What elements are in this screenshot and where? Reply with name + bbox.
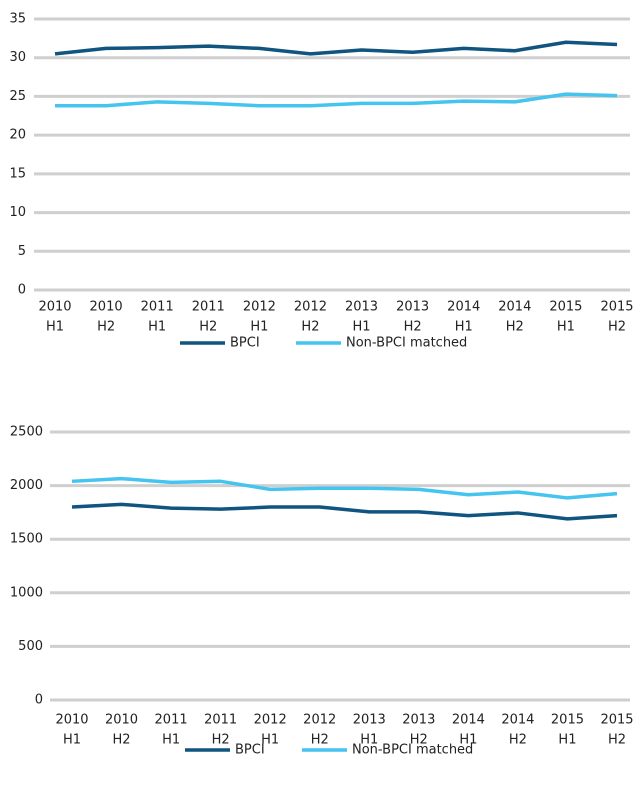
x-tick-label: H2 <box>113 733 131 748</box>
x-tick-label: 2015 <box>600 300 633 315</box>
x-tick-label: H1 <box>63 733 81 748</box>
y-tick-label: 25 <box>9 89 26 104</box>
x-tick-label: H1 <box>261 733 279 748</box>
x-tick-label: 2011 <box>155 713 188 728</box>
x-tick-label: H1 <box>360 733 378 748</box>
x-tick-label: H2 <box>506 320 524 335</box>
y-tick-label: 500 <box>18 639 43 654</box>
x-tick-label: H2 <box>311 733 329 748</box>
x-tick-label: 2014 <box>501 713 534 728</box>
x-tick-label: 2014 <box>452 713 485 728</box>
y-tick-label: 1500 <box>10 532 43 547</box>
x-tick-label: H1 <box>455 320 473 335</box>
x-tick-label: 2015 <box>551 713 584 728</box>
x-tick-label: H1 <box>162 733 180 748</box>
x-tick-label: 2013 <box>402 713 435 728</box>
x-tick-label: H2 <box>509 733 527 748</box>
x-tick-label: H2 <box>608 320 626 335</box>
x-tick-label: 2012 <box>303 713 336 728</box>
x-tick-label: H1 <box>459 733 477 748</box>
x-tick-label: 2015 <box>600 713 633 728</box>
x-tick-label: H1 <box>557 320 575 335</box>
x-tick-label: 2010 <box>90 300 123 315</box>
y-tick-label: 0 <box>18 283 26 298</box>
y-tick-label: 35 <box>9 12 26 27</box>
x-tick-label: 2011 <box>192 300 225 315</box>
legend-label: Non-BPCI matched <box>352 743 473 758</box>
x-tick-label: 2012 <box>243 300 276 315</box>
x-tick-label: H1 <box>558 733 576 748</box>
x-tick-label: 2011 <box>204 713 237 728</box>
x-tick-label: 2010 <box>55 713 88 728</box>
y-tick-label: 1000 <box>10 585 43 600</box>
x-tick-label: H1 <box>148 320 166 335</box>
y-tick-label: 15 <box>9 166 26 181</box>
x-tick-label: H2 <box>199 320 217 335</box>
x-tick-label: 2013 <box>396 300 429 315</box>
y-tick-label: 0 <box>35 693 43 708</box>
legend-label: BPCI <box>235 743 265 758</box>
x-tick-label: 2011 <box>141 300 174 315</box>
x-tick-label: H2 <box>212 733 230 748</box>
x-tick-label: 2010 <box>38 300 71 315</box>
x-tick-label: H2 <box>404 320 422 335</box>
x-tick-label: 2010 <box>105 713 138 728</box>
y-tick-label: 2000 <box>10 478 43 493</box>
legend-label: BPCI <box>230 336 260 351</box>
x-tick-label: H2 <box>301 320 319 335</box>
x-tick-label: 2013 <box>353 713 386 728</box>
x-tick-label: 2014 <box>447 300 480 315</box>
x-tick-label: H2 <box>97 320 115 335</box>
series-line <box>71 502 618 521</box>
x-tick-label: H1 <box>353 320 371 335</box>
series-line <box>55 92 618 108</box>
y-tick-label: 30 <box>9 50 26 65</box>
x-tick-label: H2 <box>608 733 626 748</box>
series-line <box>54 40 618 56</box>
x-tick-label: 2014 <box>498 300 531 315</box>
y-tick-label: 5 <box>18 244 26 259</box>
y-tick-label: 2500 <box>10 425 43 440</box>
legend-label: Non-BPCI matched <box>346 336 467 351</box>
x-tick-label: 2013 <box>345 300 378 315</box>
x-tick-label: H1 <box>46 320 64 335</box>
y-tick-label: 20 <box>9 128 26 143</box>
x-tick-label: 2012 <box>254 713 287 728</box>
x-tick-label: 2012 <box>294 300 327 315</box>
series-line <box>71 476 618 500</box>
x-tick-label: 2015 <box>549 300 582 315</box>
x-tick-label: H2 <box>410 733 428 748</box>
y-tick-label: 10 <box>9 205 26 220</box>
x-tick-label: H1 <box>250 320 268 335</box>
